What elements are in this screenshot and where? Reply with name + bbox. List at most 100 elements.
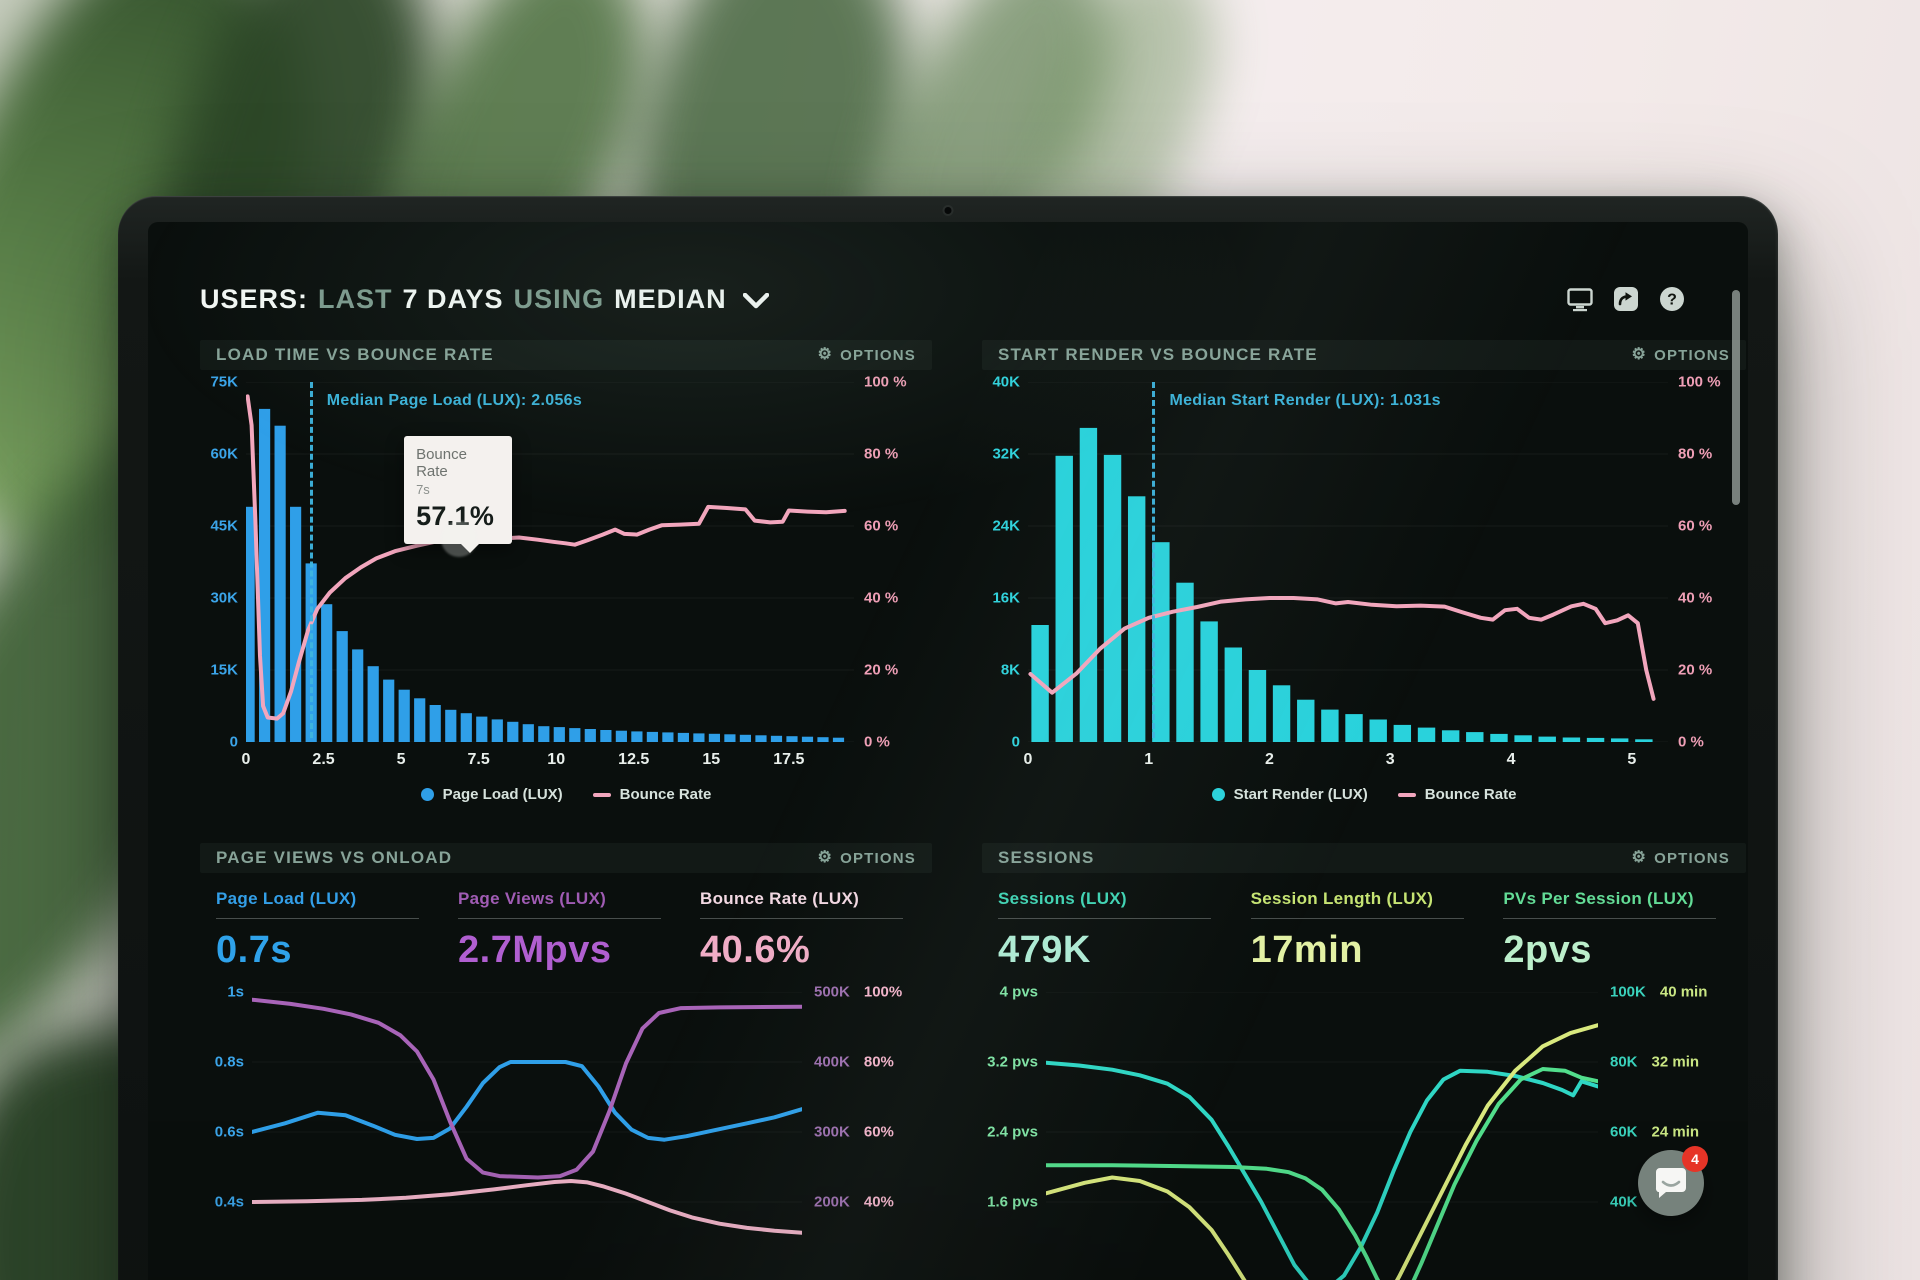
legend-item[interactable]: Bounce Rate [1397,786,1517,803]
axis-tick: 1s [227,983,244,1001]
bar[interactable] [600,730,612,742]
options-button[interactable]: ⚙ OPTIONS [1631,849,1730,867]
x-axis-tick: 10 [547,751,566,768]
bar[interactable] [724,734,736,742]
bar[interactable] [507,721,519,742]
legend-item[interactable]: Page Load (LUX) [420,786,563,803]
bar[interactable] [1586,737,1605,742]
bar[interactable] [1127,496,1146,742]
webcam-dot [944,207,952,214]
bar[interactable] [832,737,845,742]
bar[interactable] [259,408,271,742]
axis-tick: 75K [210,373,238,391]
bar[interactable] [1562,737,1581,743]
bar[interactable] [786,736,798,742]
bar[interactable] [770,735,783,742]
bar[interactable] [584,729,596,742]
bar[interactable] [1490,733,1508,742]
bar[interactable] [662,732,674,742]
share-icon[interactable] [1612,286,1640,312]
bar[interactable] [1297,699,1315,742]
help-icon[interactable]: ? [1658,286,1686,312]
bar[interactable] [1345,714,1363,742]
bar[interactable] [460,713,472,742]
metric-divider [1503,918,1717,919]
bar[interactable] [429,705,441,742]
bar[interactable] [445,709,457,742]
bar[interactable] [274,425,286,742]
bar[interactable] [367,666,379,742]
options-button[interactable]: ⚙ OPTIONS [1631,346,1730,364]
metric-divider [458,918,662,919]
legend-label: Bounce Rate [1424,786,1517,803]
scrollbar-thumb[interactable] [1732,290,1740,505]
bar[interactable] [1200,621,1218,742]
bar[interactable] [615,730,627,742]
bar[interactable] [476,716,488,742]
bar[interactable] [246,506,255,742]
x-axis-tick: 7.5 [467,751,490,768]
bar[interactable] [1103,454,1122,742]
bar[interactable] [1610,738,1629,742]
x-axis: 0 1 2 3 4 5 [1024,742,1668,772]
legend-item[interactable]: Bounce Rate [592,786,711,803]
bar[interactable] [677,732,689,742]
bar[interactable] [801,736,814,742]
legend-label: Start Render (LUX) [1233,786,1368,803]
bar[interactable] [522,724,534,742]
display-icon[interactable] [1566,286,1594,312]
chat-widget-button[interactable]: 4 [1638,1146,1708,1216]
bar[interactable] [290,506,302,742]
bar[interactable] [1224,647,1243,743]
options-button[interactable]: ⚙ OPTIONS [817,346,916,364]
bar[interactable] [352,649,364,742]
bar[interactable] [398,689,410,742]
bar[interactable] [553,727,565,742]
bar[interactable] [1441,730,1460,742]
bar[interactable] [1466,732,1484,742]
bar[interactable] [1393,724,1412,742]
bar[interactable] [538,726,550,742]
bar[interactable] [739,734,752,742]
metric: Bounce Rate (LUX) 40.6% [700,889,916,972]
chart-area: 4 pvs 3.2 pvs 2.4 pvs 1.6 pvs 100K 40 min 80K… [982,984,1746,1280]
bar[interactable] [336,631,348,742]
axis-tick: 45K [210,517,238,535]
bar[interactable] [1417,727,1436,742]
bar[interactable] [1369,719,1387,743]
bar[interactable] [1152,542,1170,742]
axis-tick-pair: 300K 60% [814,1124,894,1141]
metric-label: Sessions (LUX) [998,889,1127,908]
bar[interactable] [817,737,829,742]
bar[interactable] [1514,735,1532,742]
bar[interactable] [693,733,705,742]
svg-text:?: ? [1667,292,1677,309]
metric: Sessions (LUX) 479K [998,889,1225,972]
bar[interactable] [755,735,767,742]
bar[interactable] [1248,670,1267,742]
bar[interactable] [1321,709,1339,742]
bar[interactable] [1272,685,1291,742]
axis-tick: 32K [992,445,1020,463]
bar[interactable] [1538,736,1556,742]
bar[interactable] [569,728,581,742]
options-button[interactable]: ⚙ OPTIONS [817,849,916,867]
legend-item[interactable]: Start Render (LUX) [1211,786,1368,803]
bar[interactable] [1079,427,1098,742]
bar[interactable] [646,731,658,742]
metrics-row: Sessions (LUX) 479K Session Length (LUX) 17… [982,889,1746,972]
bar[interactable] [491,719,503,742]
axis-tick: 40K [1610,1193,1638,1211]
bar[interactable] [631,731,643,742]
bar[interactable] [1176,582,1194,742]
bar[interactable] [414,698,426,742]
bar[interactable] [383,679,395,742]
bar[interactable] [1055,455,1073,742]
x-axis-tick: 1 [1144,751,1154,768]
panel-header: START RENDER VS BOUNCE RATE ⚙ OPTIONS [982,340,1746,370]
users-range-dropdown[interactable]: USERS: LAST 7 DAYS USING MEDIAN [200,284,769,315]
right-axis: 100K 40 min 80K 32 min 60K 24 min 40K [1598,984,1746,1280]
bar[interactable] [321,604,333,742]
bar[interactable] [708,733,720,742]
bar[interactable] [1635,739,1653,742]
